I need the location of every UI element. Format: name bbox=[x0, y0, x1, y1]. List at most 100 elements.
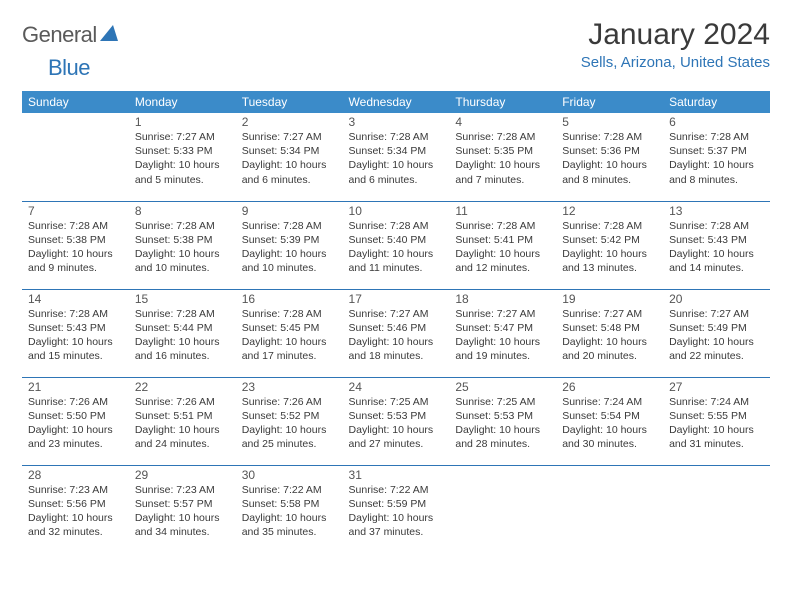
calendar-cell: 5Sunrise: 7:28 AMSunset: 5:36 PMDaylight… bbox=[556, 113, 663, 201]
sunrise-line: Sunrise: 7:27 AM bbox=[135, 130, 230, 144]
day-number: 19 bbox=[562, 292, 657, 306]
day-details: Sunrise: 7:28 AMSunset: 5:36 PMDaylight:… bbox=[562, 130, 657, 187]
daylight-line: Daylight: 10 hours and 20 minutes. bbox=[562, 335, 657, 363]
sunrise-line: Sunrise: 7:27 AM bbox=[562, 307, 657, 321]
sunrise-line: Sunrise: 7:28 AM bbox=[455, 130, 550, 144]
day-number: 17 bbox=[349, 292, 444, 306]
day-details: Sunrise: 7:23 AMSunset: 5:56 PMDaylight:… bbox=[28, 483, 123, 540]
calendar-cell: 21Sunrise: 7:26 AMSunset: 5:50 PMDayligh… bbox=[22, 377, 129, 465]
day-number: 29 bbox=[135, 468, 230, 482]
sunrise-line: Sunrise: 7:27 AM bbox=[242, 130, 337, 144]
daylight-line: Daylight: 10 hours and 23 minutes. bbox=[28, 423, 123, 451]
sunrise-line: Sunrise: 7:27 AM bbox=[669, 307, 764, 321]
sunset-line: Sunset: 5:50 PM bbox=[28, 409, 123, 423]
sunset-line: Sunset: 5:59 PM bbox=[349, 497, 444, 511]
day-number: 22 bbox=[135, 380, 230, 394]
daylight-line: Daylight: 10 hours and 8 minutes. bbox=[562, 158, 657, 186]
day-details: Sunrise: 7:28 AMSunset: 5:43 PMDaylight:… bbox=[669, 219, 764, 276]
sunset-line: Sunset: 5:53 PM bbox=[349, 409, 444, 423]
calendar-cell: 7Sunrise: 7:28 AMSunset: 5:38 PMDaylight… bbox=[22, 201, 129, 289]
logo-sail-icon bbox=[99, 24, 119, 47]
day-details: Sunrise: 7:26 AMSunset: 5:50 PMDaylight:… bbox=[28, 395, 123, 452]
daylight-line: Daylight: 10 hours and 24 minutes. bbox=[135, 423, 230, 451]
day-details: Sunrise: 7:28 AMSunset: 5:38 PMDaylight:… bbox=[28, 219, 123, 276]
sunrise-line: Sunrise: 7:25 AM bbox=[455, 395, 550, 409]
calendar-table: SundayMondayTuesdayWednesdayThursdayFrid… bbox=[22, 91, 770, 553]
calendar-cell: 14Sunrise: 7:28 AMSunset: 5:43 PMDayligh… bbox=[22, 289, 129, 377]
sunrise-line: Sunrise: 7:28 AM bbox=[135, 307, 230, 321]
day-details: Sunrise: 7:28 AMSunset: 5:42 PMDaylight:… bbox=[562, 219, 657, 276]
daylight-line: Daylight: 10 hours and 8 minutes. bbox=[669, 158, 764, 186]
calendar-cell: 26Sunrise: 7:24 AMSunset: 5:54 PMDayligh… bbox=[556, 377, 663, 465]
daylight-line: Daylight: 10 hours and 11 minutes. bbox=[349, 247, 444, 275]
sunset-line: Sunset: 5:44 PM bbox=[135, 321, 230, 335]
sunset-line: Sunset: 5:41 PM bbox=[455, 233, 550, 247]
calendar-cell: 8Sunrise: 7:28 AMSunset: 5:38 PMDaylight… bbox=[129, 201, 236, 289]
calendar-cell bbox=[663, 465, 770, 553]
sunset-line: Sunset: 5:39 PM bbox=[242, 233, 337, 247]
day-number: 23 bbox=[242, 380, 337, 394]
daylight-line: Daylight: 10 hours and 5 minutes. bbox=[135, 158, 230, 186]
sunset-line: Sunset: 5:34 PM bbox=[349, 144, 444, 158]
day-number: 21 bbox=[28, 380, 123, 394]
sunrise-line: Sunrise: 7:28 AM bbox=[242, 307, 337, 321]
sunset-line: Sunset: 5:48 PM bbox=[562, 321, 657, 335]
sunset-line: Sunset: 5:35 PM bbox=[455, 144, 550, 158]
day-details: Sunrise: 7:22 AMSunset: 5:58 PMDaylight:… bbox=[242, 483, 337, 540]
day-details: Sunrise: 7:27 AMSunset: 5:48 PMDaylight:… bbox=[562, 307, 657, 364]
sunrise-line: Sunrise: 7:24 AM bbox=[562, 395, 657, 409]
weekday-header: Tuesday bbox=[236, 91, 343, 113]
calendar-week-row: 14Sunrise: 7:28 AMSunset: 5:43 PMDayligh… bbox=[22, 289, 770, 377]
day-number: 9 bbox=[242, 204, 337, 218]
sunrise-line: Sunrise: 7:28 AM bbox=[669, 219, 764, 233]
daylight-line: Daylight: 10 hours and 32 minutes. bbox=[28, 511, 123, 539]
sunset-line: Sunset: 5:54 PM bbox=[562, 409, 657, 423]
calendar-cell: 23Sunrise: 7:26 AMSunset: 5:52 PMDayligh… bbox=[236, 377, 343, 465]
day-details: Sunrise: 7:27 AMSunset: 5:34 PMDaylight:… bbox=[242, 130, 337, 187]
daylight-line: Daylight: 10 hours and 16 minutes. bbox=[135, 335, 230, 363]
calendar-cell: 16Sunrise: 7:28 AMSunset: 5:45 PMDayligh… bbox=[236, 289, 343, 377]
day-details: Sunrise: 7:28 AMSunset: 5:40 PMDaylight:… bbox=[349, 219, 444, 276]
sunrise-line: Sunrise: 7:28 AM bbox=[669, 130, 764, 144]
day-details: Sunrise: 7:28 AMSunset: 5:43 PMDaylight:… bbox=[28, 307, 123, 364]
calendar-cell: 6Sunrise: 7:28 AMSunset: 5:37 PMDaylight… bbox=[663, 113, 770, 201]
calendar-cell: 22Sunrise: 7:26 AMSunset: 5:51 PMDayligh… bbox=[129, 377, 236, 465]
sunset-line: Sunset: 5:42 PM bbox=[562, 233, 657, 247]
day-number: 18 bbox=[455, 292, 550, 306]
day-number: 26 bbox=[562, 380, 657, 394]
sunset-line: Sunset: 5:38 PM bbox=[135, 233, 230, 247]
day-number: 14 bbox=[28, 292, 123, 306]
calendar-cell bbox=[22, 113, 129, 201]
day-number: 12 bbox=[562, 204, 657, 218]
calendar-cell: 9Sunrise: 7:28 AMSunset: 5:39 PMDaylight… bbox=[236, 201, 343, 289]
calendar-cell: 30Sunrise: 7:22 AMSunset: 5:58 PMDayligh… bbox=[236, 465, 343, 553]
sunrise-line: Sunrise: 7:28 AM bbox=[349, 219, 444, 233]
sunrise-line: Sunrise: 7:28 AM bbox=[562, 130, 657, 144]
sunset-line: Sunset: 5:34 PM bbox=[242, 144, 337, 158]
day-number: 10 bbox=[349, 204, 444, 218]
day-number: 28 bbox=[28, 468, 123, 482]
sunset-line: Sunset: 5:40 PM bbox=[349, 233, 444, 247]
logo: General bbox=[22, 18, 121, 48]
daylight-line: Daylight: 10 hours and 13 minutes. bbox=[562, 247, 657, 275]
daylight-line: Daylight: 10 hours and 35 minutes. bbox=[242, 511, 337, 539]
daylight-line: Daylight: 10 hours and 9 minutes. bbox=[28, 247, 123, 275]
daylight-line: Daylight: 10 hours and 6 minutes. bbox=[349, 158, 444, 186]
calendar-cell: 13Sunrise: 7:28 AMSunset: 5:43 PMDayligh… bbox=[663, 201, 770, 289]
sunset-line: Sunset: 5:43 PM bbox=[669, 233, 764, 247]
weekday-header: Wednesday bbox=[343, 91, 450, 113]
daylight-line: Daylight: 10 hours and 15 minutes. bbox=[28, 335, 123, 363]
day-number: 6 bbox=[669, 115, 764, 129]
header-right: January 2024 Sells, Arizona, United Stat… bbox=[581, 18, 770, 71]
calendar-cell: 3Sunrise: 7:28 AMSunset: 5:34 PMDaylight… bbox=[343, 113, 450, 201]
day-details: Sunrise: 7:27 AMSunset: 5:46 PMDaylight:… bbox=[349, 307, 444, 364]
daylight-line: Daylight: 10 hours and 12 minutes. bbox=[455, 247, 550, 275]
calendar-header-row: SundayMondayTuesdayWednesdayThursdayFrid… bbox=[22, 91, 770, 113]
daylight-line: Daylight: 10 hours and 30 minutes. bbox=[562, 423, 657, 451]
day-details: Sunrise: 7:22 AMSunset: 5:59 PMDaylight:… bbox=[349, 483, 444, 540]
calendar-cell bbox=[449, 465, 556, 553]
daylight-line: Daylight: 10 hours and 31 minutes. bbox=[669, 423, 764, 451]
daylight-line: Daylight: 10 hours and 28 minutes. bbox=[455, 423, 550, 451]
calendar-week-row: 7Sunrise: 7:28 AMSunset: 5:38 PMDaylight… bbox=[22, 201, 770, 289]
calendar-cell: 25Sunrise: 7:25 AMSunset: 5:53 PMDayligh… bbox=[449, 377, 556, 465]
